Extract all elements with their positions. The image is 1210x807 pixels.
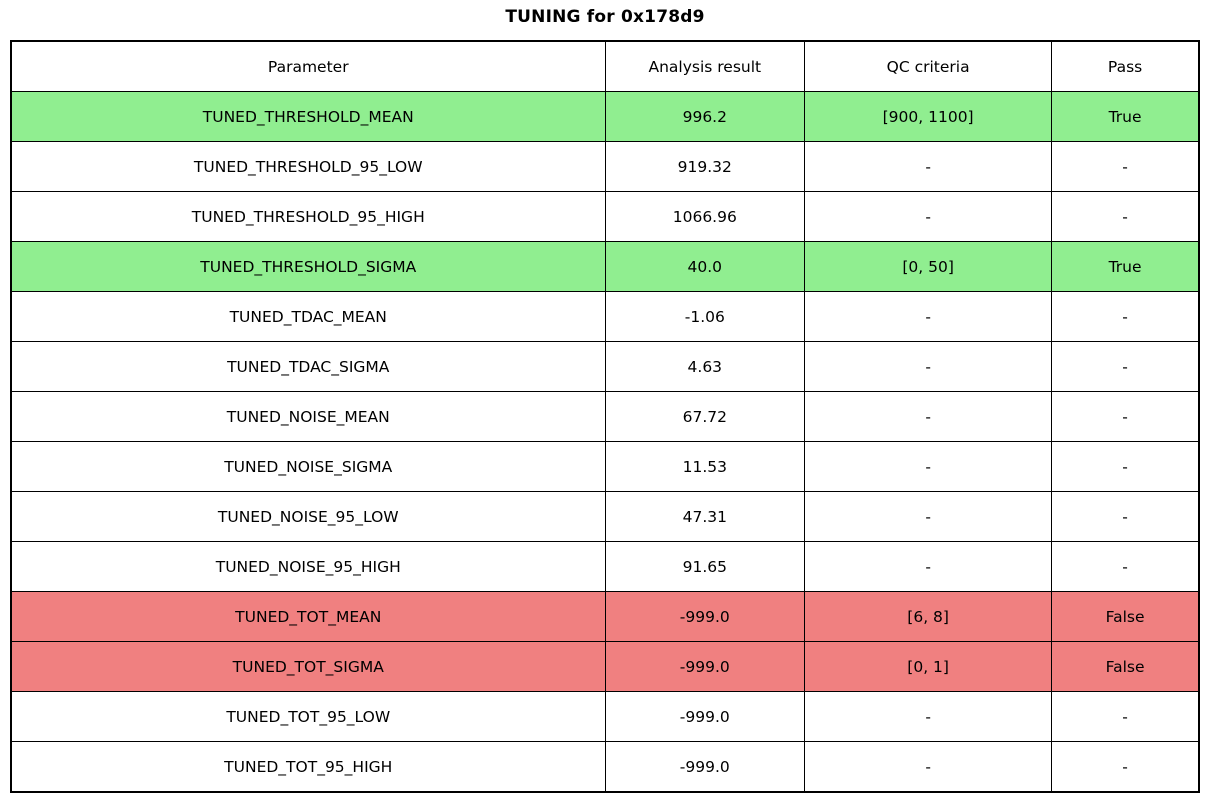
cell-qc-criteria: [0, 50] (804, 241, 1053, 292)
cell-parameter: TUNED_TDAC_SIGMA (10, 341, 606, 392)
table-row: TUNED_TOT_SIGMA -999.0 [0, 1] False (10, 641, 1200, 692)
table-header-row: Parameter Analysis result QC criteria Pa… (10, 40, 1200, 92)
table-row: TUNED_NOISE_SIGMA 11.53- - (10, 441, 1200, 492)
col-header-qc-criteria: QC criteria (804, 40, 1053, 92)
cell-analysis-result: 919.32 (604, 141, 806, 192)
cell-parameter: TUNED_TDAC_MEAN (10, 291, 606, 342)
cell-analysis-result: 1066.96 (604, 191, 806, 242)
cell-pass: - (1051, 141, 1200, 192)
cell-analysis-result: -999.0 (604, 591, 806, 642)
cell-parameter: TUNED_TOT_95_LOW (10, 691, 606, 742)
cell-parameter: TUNED_NOISE_95_HIGH (10, 541, 606, 592)
cell-parameter: TUNED_THRESHOLD_SIGMA (10, 241, 606, 292)
cell-pass: True (1051, 241, 1200, 292)
cell-pass: - (1051, 341, 1200, 392)
cell-parameter: TUNED_NOISE_95_LOW (10, 491, 606, 542)
table-row: TUNED_TDAC_SIGMA 4.63- - (10, 341, 1200, 392)
cell-qc-criteria: - (804, 391, 1053, 442)
cell-analysis-result: 11.53 (604, 441, 806, 492)
cell-pass: False (1051, 591, 1200, 642)
cell-parameter: TUNED_THRESHOLD_95_LOW (10, 141, 606, 192)
cell-qc-criteria: [0, 1] (804, 641, 1053, 692)
cell-qc-criteria: - (804, 441, 1053, 492)
table-row: TUNED_THRESHOLD_MEAN 996.2 [900, 1100] True (10, 91, 1200, 142)
qc-results-table: Parameter Analysis result QC criteria Pa… (10, 40, 1200, 793)
cell-parameter: TUNED_TOT_95_HIGH (10, 741, 606, 793)
cell-analysis-result: 67.72 (604, 391, 806, 442)
cell-analysis-result: 996.2 (604, 91, 806, 142)
cell-parameter: TUNED_TOT_MEAN (10, 591, 606, 642)
table-row: TUNED_THRESHOLD_95_LOW 919.32- - (10, 141, 1200, 192)
cell-analysis-result: -999.0 (604, 691, 806, 742)
cell-pass: False (1051, 641, 1200, 692)
cell-qc-criteria: - (804, 341, 1053, 392)
cell-parameter: TUNED_NOISE_MEAN (10, 391, 606, 442)
cell-pass: - (1051, 491, 1200, 542)
cell-parameter: TUNED_THRESHOLD_MEAN (10, 91, 606, 142)
table-row: TUNED_TOT_MEAN -999.0 [6, 8] False (10, 591, 1200, 642)
cell-analysis-result: -999.0 (604, 741, 806, 793)
cell-analysis-result: 91.65 (604, 541, 806, 592)
table-row: TUNED_THRESHOLD_95_HIGH 1066.96- - (10, 191, 1200, 242)
table-row: TUNED_NOISE_95_HIGH 91.65- - (10, 541, 1200, 592)
cell-qc-criteria: - (804, 491, 1053, 542)
cell-qc-criteria: - (804, 291, 1053, 342)
cell-qc-criteria: - (804, 741, 1053, 793)
cell-qc-criteria: [900, 1100] (804, 91, 1053, 142)
col-header-pass: Pass (1051, 40, 1200, 92)
cell-pass: - (1051, 391, 1200, 442)
table-row: TUNED_NOISE_MEAN 67.72- - (10, 391, 1200, 442)
cell-analysis-result: -1.06 (604, 291, 806, 342)
cell-pass: True (1051, 91, 1200, 142)
table-row: TUNED_TOT_95_HIGH -999.0- - (10, 741, 1200, 793)
cell-qc-criteria: [6, 8] (804, 591, 1053, 642)
cell-pass: - (1051, 541, 1200, 592)
cell-pass: - (1051, 741, 1200, 793)
table-row: TUNED_NOISE_95_LOW 47.31- - (10, 491, 1200, 542)
cell-analysis-result: 4.63 (604, 341, 806, 392)
table-row: TUNED_TDAC_MEAN -1.06- - (10, 291, 1200, 342)
cell-pass: - (1051, 291, 1200, 342)
cell-analysis-result: 40.0 (604, 241, 806, 292)
cell-qc-criteria: - (804, 691, 1053, 742)
col-header-parameter: Parameter (10, 40, 606, 92)
cell-parameter: TUNED_THRESHOLD_95_HIGH (10, 191, 606, 242)
table-row: TUNED_TOT_95_LOW -999.0- - (10, 691, 1200, 742)
col-header-analysis-result: Analysis result (604, 40, 806, 92)
cell-parameter: TUNED_TOT_SIGMA (10, 641, 606, 692)
cell-analysis-result: -999.0 (604, 641, 806, 692)
cell-parameter: TUNED_NOISE_SIGMA (10, 441, 606, 492)
table-row: TUNED_THRESHOLD_SIGMA 40.0 [0, 50] True (10, 241, 1200, 292)
table-body: TUNED_THRESHOLD_MEAN 996.2 [900, 1100] True… (10, 91, 1200, 793)
cell-qc-criteria: - (804, 541, 1053, 592)
page-title: TUNING for 0x178d9 (505, 7, 705, 27)
cell-qc-criteria: - (804, 191, 1053, 242)
cell-analysis-result: 47.31 (604, 491, 806, 542)
cell-pass: - (1051, 691, 1200, 742)
cell-qc-criteria: - (804, 141, 1053, 192)
cell-pass: - (1051, 191, 1200, 242)
cell-pass: - (1051, 441, 1200, 492)
